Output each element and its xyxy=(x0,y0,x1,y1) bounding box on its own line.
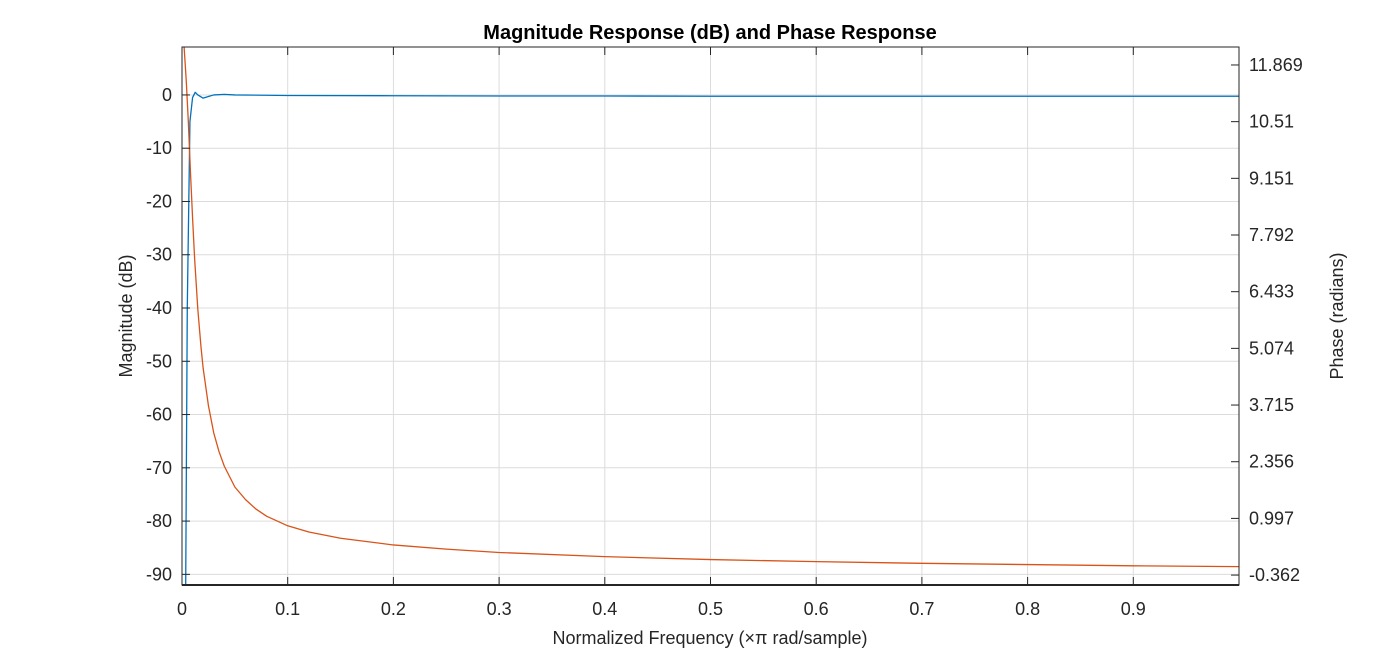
y-left-tick-label: -50 xyxy=(146,351,172,371)
y-left-tick-label: -10 xyxy=(146,138,172,158)
x-tick-label: 0.4 xyxy=(592,599,617,619)
x-tick-label: 0.9 xyxy=(1121,599,1146,619)
magnitude-response-line xyxy=(182,91,1239,585)
chart-title: Magnitude Response (dB) and Phase Respon… xyxy=(483,22,936,44)
x-tick-label: 0.6 xyxy=(804,599,829,619)
y-left-tick-label: -90 xyxy=(146,564,172,584)
series-layer xyxy=(182,47,1239,585)
grid-lines xyxy=(181,47,1239,585)
y-left-tick-labels: 0 -10 -20 -30 -40 -50 -60 -70 -80 -90 xyxy=(146,85,172,584)
y-left-tick-label: 0 xyxy=(162,85,172,105)
y-right-tick-label: 9.151 xyxy=(1249,168,1294,188)
y-axis-label-right: Phase (radians) xyxy=(1327,252,1347,379)
y-left-tick-label: -20 xyxy=(146,191,172,211)
x-tick-label: 0.8 xyxy=(1015,599,1040,619)
y-left-tick-label: -60 xyxy=(146,405,172,425)
y-right-tick-label: 0.997 xyxy=(1249,508,1294,528)
y-right-tick-label: 11.869 xyxy=(1249,55,1303,75)
y-right-tick-label: 2.356 xyxy=(1249,452,1294,472)
y-left-tick-label: -80 xyxy=(146,511,172,531)
y-right-tick-label: 6.433 xyxy=(1249,282,1294,302)
x-tick-label: 0.2 xyxy=(381,599,406,619)
y-left-tick-label: -40 xyxy=(146,298,172,318)
y-right-tick-label: 3.715 xyxy=(1249,395,1294,415)
x-tick-label: 0.7 xyxy=(909,599,934,619)
x-tick-label: 0.5 xyxy=(698,599,723,619)
y-axis-label-left: Magnitude (dB) xyxy=(116,254,136,377)
x-tick-label: 0.3 xyxy=(487,599,512,619)
x-axis-label: Normalized Frequency (×π rad/sample) xyxy=(552,628,867,648)
y-left-tick-label: -30 xyxy=(146,245,172,265)
x-tick-label: 0.1 xyxy=(275,599,300,619)
x-tick-label: 0 xyxy=(177,599,187,619)
phase-response-line xyxy=(183,47,1239,568)
y-left-tick-label: -70 xyxy=(146,458,172,478)
y-right-tick-label: -0.362 xyxy=(1249,565,1300,585)
y-right-tick-label: 5.074 xyxy=(1249,338,1294,358)
y-right-tick-labels: 11.869 10.51 9.151 7.792 6.433 5.074 3.715 2.35… xyxy=(1249,55,1303,585)
x-tick-labels: 0 0.1 0.2 0.3 0.4 0.5 0.6 0.7 0.8 0.9 xyxy=(177,599,1146,619)
tick-marks xyxy=(181,47,1239,585)
y-right-tick-label: 7.792 xyxy=(1249,225,1294,245)
y-right-tick-label: 10.51 xyxy=(1249,112,1294,132)
